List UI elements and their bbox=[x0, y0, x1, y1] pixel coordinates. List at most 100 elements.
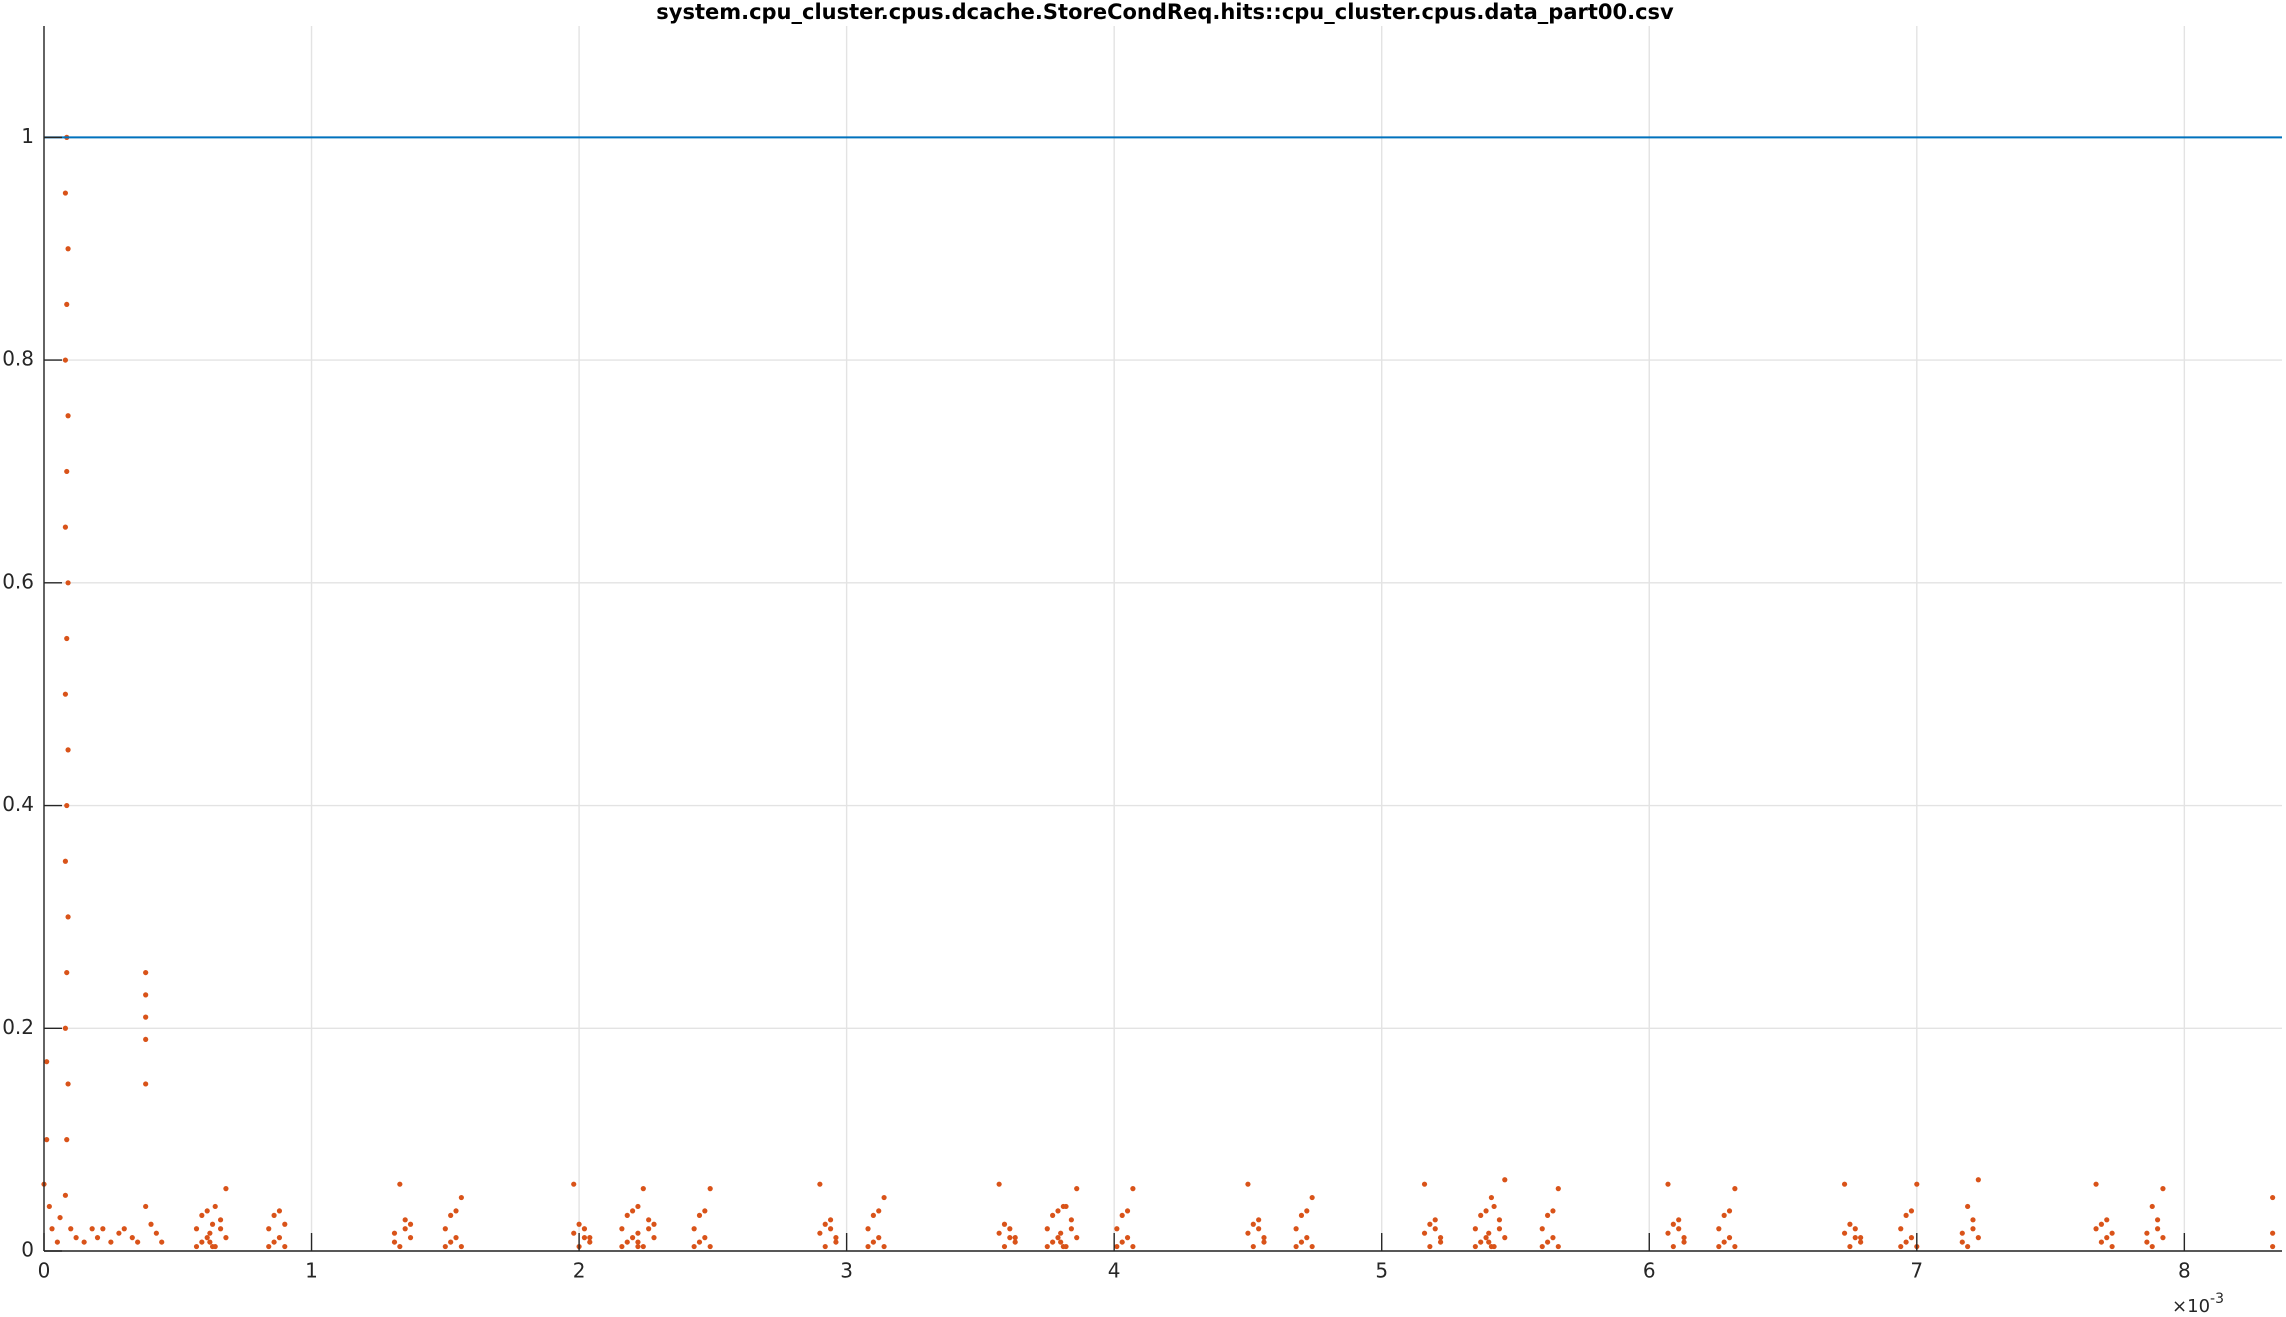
x-multiplier-exponent: -3 bbox=[2210, 1291, 2224, 1307]
scatter-point bbox=[143, 1081, 149, 1087]
scatter-point bbox=[635, 1243, 641, 1250]
scatter-point bbox=[62, 1025, 69, 1031]
x-tick-label: 6 bbox=[1643, 1259, 1656, 1283]
scatter-point bbox=[1544, 1239, 1551, 1245]
scatter-point bbox=[108, 1239, 114, 1245]
scatter-point bbox=[1304, 1208, 1310, 1214]
scatter-point bbox=[266, 1243, 272, 1250]
scatter-point bbox=[2093, 1226, 2099, 1232]
scatter-point bbox=[1676, 1217, 1682, 1223]
scatter-point bbox=[1544, 1212, 1551, 1218]
scatter-point bbox=[1858, 1235, 1864, 1241]
scatter-point bbox=[135, 1239, 141, 1245]
scatter-point bbox=[635, 1239, 641, 1245]
scatter-point bbox=[702, 1235, 708, 1241]
scatter-point bbox=[1309, 1243, 1315, 1250]
scatter-point bbox=[1007, 1226, 1013, 1232]
scatter-point bbox=[1539, 1243, 1545, 1250]
scatter-point bbox=[62, 190, 69, 196]
scatter-point bbox=[996, 1181, 1002, 1187]
x-tick-label: 4 bbox=[1108, 1259, 1121, 1283]
scatter-point bbox=[571, 1230, 577, 1236]
scatter-point bbox=[817, 1230, 823, 1236]
scatter-point bbox=[1903, 1239, 1909, 1245]
scatter-point bbox=[640, 1243, 646, 1250]
scatter-point bbox=[1245, 1181, 1251, 1187]
scatter-point bbox=[1898, 1243, 1904, 1250]
scatter-point bbox=[143, 992, 149, 998]
scatter-point bbox=[266, 1226, 272, 1232]
scatter-point bbox=[2109, 1243, 2115, 1250]
scatter-point bbox=[153, 1230, 159, 1236]
scatter-point bbox=[619, 1243, 625, 1250]
scatter-point bbox=[870, 1212, 876, 1218]
scatter-point bbox=[1432, 1226, 1438, 1232]
scatter-point bbox=[65, 914, 71, 920]
scatter-point bbox=[1293, 1243, 1299, 1250]
scatter-point bbox=[62, 524, 69, 530]
scatter-point bbox=[1058, 1239, 1064, 1245]
y-tick-label: 0.8 bbox=[2, 347, 34, 371]
scatter-point bbox=[1681, 1239, 1687, 1245]
scatter-point bbox=[1478, 1239, 1484, 1245]
scatter-point bbox=[2270, 1243, 2276, 1250]
scatter-point bbox=[1437, 1239, 1444, 1245]
x-tick-label: 3 bbox=[840, 1259, 853, 1283]
scatter-point bbox=[121, 1226, 127, 1232]
scatter-point bbox=[1903, 1212, 1909, 1218]
scatter-point bbox=[1670, 1221, 1676, 1227]
scatter-point bbox=[64, 635, 70, 642]
scatter-point bbox=[223, 1186, 229, 1192]
x-tick-label: 1 bbox=[305, 1259, 318, 1283]
scatter-point bbox=[271, 1212, 277, 1218]
scatter-point bbox=[1124, 1208, 1131, 1214]
scatter-point bbox=[129, 1235, 135, 1241]
scatter-point bbox=[407, 1221, 414, 1227]
scatter-point bbox=[1908, 1208, 1915, 1214]
scatter-point bbox=[1250, 1243, 1256, 1250]
scatter-point bbox=[54, 1239, 60, 1245]
scatter-point bbox=[1044, 1243, 1050, 1250]
scatter-point bbox=[2149, 1203, 2155, 1210]
scatter-point bbox=[1309, 1194, 1315, 1201]
scatter-point bbox=[1001, 1243, 1008, 1250]
scatter-point bbox=[397, 1243, 403, 1250]
scatter-point bbox=[587, 1235, 593, 1241]
scatter-point bbox=[65, 580, 71, 586]
scatter-point bbox=[1486, 1239, 1492, 1245]
scatter-point bbox=[581, 1226, 588, 1232]
scatter-point bbox=[996, 1230, 1002, 1236]
scatter-point bbox=[1012, 1235, 1018, 1241]
scatter-point bbox=[1721, 1239, 1727, 1245]
scatter-point bbox=[1124, 1235, 1131, 1241]
scatter-point bbox=[1841, 1181, 1848, 1187]
scatter-point bbox=[1050, 1212, 1056, 1218]
scatter-point bbox=[1496, 1217, 1503, 1223]
scatter-point bbox=[1261, 1235, 1267, 1241]
scatter-point bbox=[1491, 1203, 1497, 1210]
scatter-point bbox=[1245, 1230, 1251, 1236]
scatter-point bbox=[881, 1194, 887, 1201]
scatter-point bbox=[81, 1239, 87, 1245]
scatter-point bbox=[2149, 1243, 2155, 1250]
scatter-point bbox=[1726, 1208, 1733, 1214]
scatter-point bbox=[442, 1243, 448, 1250]
scatter-point bbox=[209, 1221, 216, 1227]
scatter-point bbox=[193, 1243, 200, 1250]
scatter-point bbox=[1975, 1177, 1981, 1183]
scatter-point bbox=[2144, 1239, 2150, 1245]
scatter-point bbox=[833, 1235, 839, 1241]
scatter-point bbox=[1298, 1239, 1305, 1245]
scatter-point bbox=[1119, 1239, 1125, 1245]
scatter-point bbox=[143, 1036, 149, 1043]
scatter-point bbox=[629, 1235, 636, 1241]
scatter-point bbox=[1681, 1235, 1687, 1241]
scatter-point bbox=[1665, 1230, 1671, 1236]
scatter-point bbox=[1421, 1181, 1428, 1187]
scatter-point bbox=[1732, 1186, 1738, 1192]
scatter-point bbox=[1421, 1230, 1428, 1236]
scatter-point bbox=[1965, 1243, 1971, 1250]
scatter-point bbox=[2270, 1194, 2276, 1201]
scatter-point bbox=[2160, 1186, 2166, 1192]
scatter-point bbox=[1732, 1243, 1738, 1250]
